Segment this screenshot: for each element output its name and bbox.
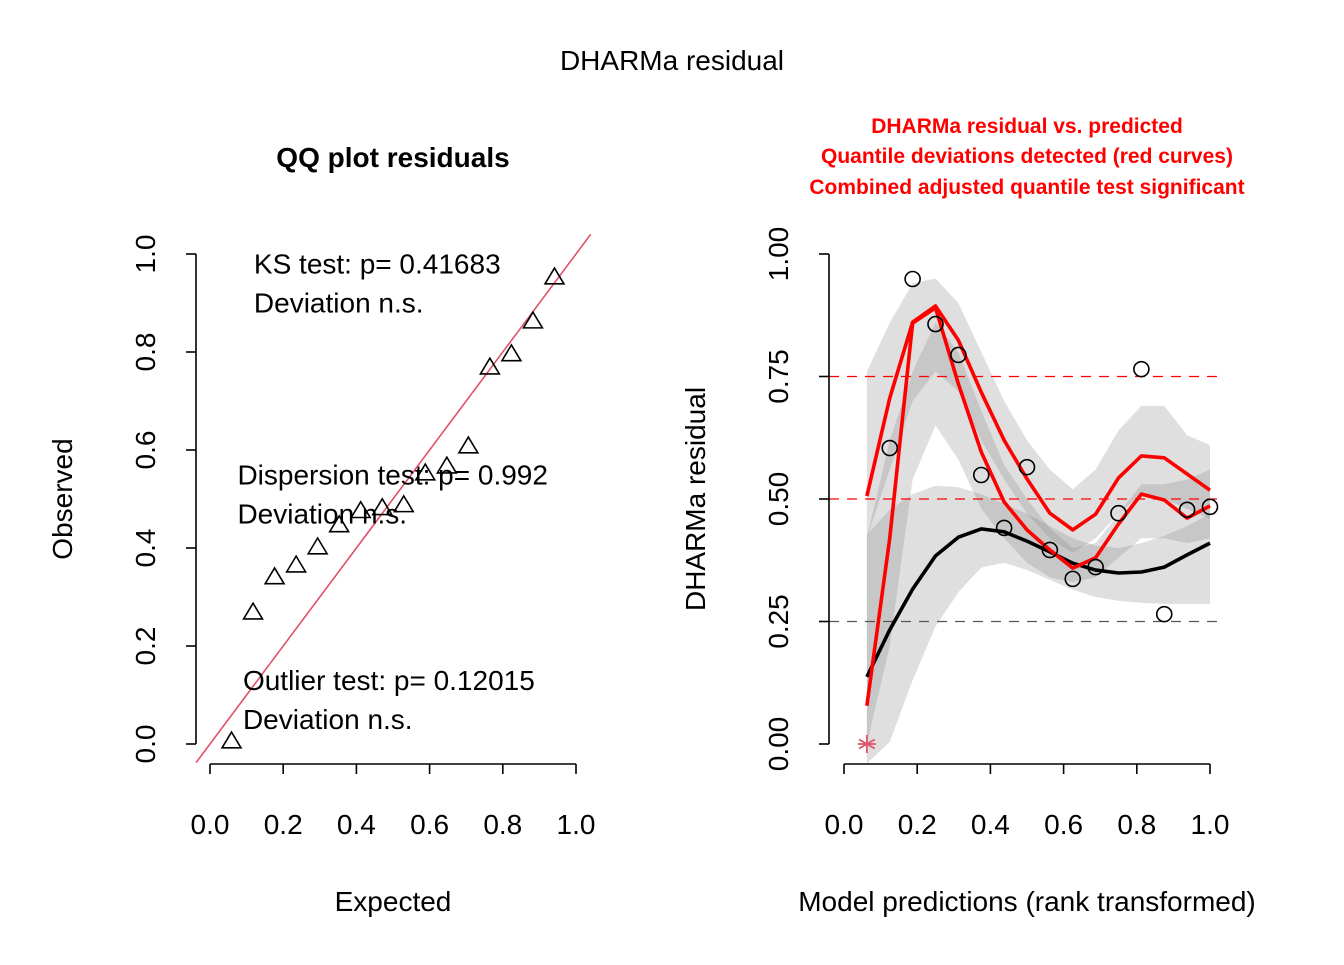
quantile-curve-q0-25 <box>865 527 1211 678</box>
qq-x-tick-label: 0.6 <box>410 809 449 840</box>
qq-annotation-text: Dispersion test: p= 0.992 <box>237 459 548 490</box>
qq-x-tick-label: 1.0 <box>557 809 596 840</box>
quantile-confidence-bands <box>866 278 1210 764</box>
residual-point <box>1155 605 1173 623</box>
outlier-asterisk-marker <box>857 735 876 753</box>
qq-point-triangle <box>349 500 372 519</box>
qq-annotation-text: Deviation n.s. <box>237 498 407 529</box>
qq-x-tick-label: 0.8 <box>483 809 522 840</box>
qq-y-tick-label: 0.8 <box>130 333 161 372</box>
qq-annotations: KS test: p= 0.41683 Deviation n.s. Dispers… <box>237 249 548 735</box>
residual-point <box>1110 504 1127 522</box>
rvp-title-line-2: Quantile deviations detected (red curves… <box>821 145 1233 168</box>
qq-x-tick-label: 0.2 <box>264 809 303 840</box>
qq-point-triangle <box>457 435 480 454</box>
quantile-curves <box>865 304 1212 707</box>
residual-point <box>1178 501 1196 519</box>
residual-points <box>857 270 1219 753</box>
qq-y-tick-label: 0.0 <box>130 725 161 764</box>
residual-point <box>1064 570 1082 588</box>
residual-point <box>927 315 944 333</box>
qq-x-tick-label: 0.4 <box>337 809 376 840</box>
residual-point <box>1201 498 1219 516</box>
rvp-x-tick-label: 0.6 <box>1044 809 1083 840</box>
residual-point <box>1133 360 1150 378</box>
qq-y-tick-label: 0.2 <box>130 627 161 666</box>
qq-y-axis-label: Observed <box>47 438 78 559</box>
confidence-band-q0-5 <box>866 322 1210 744</box>
rvp-x-tick-label: 0.4 <box>971 809 1010 840</box>
qq-plot-panel: QQ plot residuals Expected Observed KS t… <box>47 142 595 917</box>
rvp-x-tick-label: 0.8 <box>1117 809 1156 840</box>
rvp-y-tick-label: 0.50 <box>763 472 794 527</box>
residual-point <box>950 346 967 364</box>
rvp-y-tick-label: 0.75 <box>763 349 794 404</box>
qq-y-tick-label: 0.6 <box>130 431 161 470</box>
qq-annotation-text: Outlier test: p= 0.12015 <box>243 665 535 696</box>
quantile-curve-q0-75 <box>865 304 1212 532</box>
rvp-x-tick-label: 0.0 <box>825 809 864 840</box>
qq-annotation-text: Deviation n.s. <box>243 704 413 735</box>
qq-x-axis: 0.0 0.2 0.4 0.6 0.8 1.0 <box>191 763 596 840</box>
confidence-band-q0-75 <box>866 278 1210 553</box>
rvp-title-line-3: Combined adjusted quantile test signific… <box>809 176 1244 199</box>
qq-plot-area: KS test: p= 0.41683 Deviation n.s. Dispers… <box>195 233 592 764</box>
rvp-x-axis-label: Model predictions (rank transformed) <box>798 886 1256 917</box>
qq-reference-line <box>195 233 592 764</box>
qq-y-tick-label: 0.4 <box>130 529 161 568</box>
qq-point-triangle <box>414 462 437 481</box>
qq-point-triangle <box>242 601 264 620</box>
residual-vs-predicted-panel: DHARMa residual vs. predicted Quantile d… <box>680 115 1256 917</box>
rvp-y-axis: 0.00 0.25 0.50 0.75 1.00 <box>763 227 830 772</box>
qq-x-tick-label: 0.0 <box>191 809 230 840</box>
residual-point <box>904 270 921 288</box>
residual-point <box>1018 458 1036 476</box>
qq-point-triangle <box>263 566 286 585</box>
residual-point <box>1041 541 1059 559</box>
qq-points <box>220 266 566 749</box>
residual-point <box>972 466 990 484</box>
qq-point-triangle <box>306 536 329 555</box>
residual-point <box>995 519 1013 537</box>
rvp-x-tick-label: 1.0 <box>1191 809 1230 840</box>
qq-y-tick-label: 1.0 <box>130 235 161 274</box>
qq-x-axis-label: Expected <box>335 886 452 917</box>
rvp-plot-area <box>829 270 1224 764</box>
qq-point-triangle <box>328 514 351 533</box>
rvp-title-line-1: DHARMa residual vs. predicted <box>871 115 1183 138</box>
residual-point <box>881 439 899 457</box>
qq-point-triangle <box>500 343 523 362</box>
qq-point-triangle <box>285 554 307 573</box>
qq-point-triangle <box>220 730 243 749</box>
qq-annotation-text: KS test: p= 0.41683 <box>254 249 501 280</box>
qq-point-triangle <box>543 266 566 285</box>
rvp-y-axis-label: DHARMa residual <box>680 387 711 611</box>
figure-title: DHARMa residual <box>560 45 784 76</box>
qq-point-triangle <box>392 494 415 513</box>
rvp-y-tick-label: 0.00 <box>763 717 794 772</box>
qq-point-triangle <box>522 310 544 329</box>
qq-y-axis: 0.0 0.2 0.4 0.6 0.8 1.0 <box>130 235 197 764</box>
qq-point-triangle <box>371 497 394 516</box>
rvp-y-tick-label: 1.00 <box>763 227 794 282</box>
residual-point <box>1087 558 1104 576</box>
qq-point-triangle <box>435 455 458 474</box>
qq-point-triangle <box>479 356 501 375</box>
qq-plot-title: QQ plot residuals <box>276 142 509 173</box>
rvp-x-tick-label: 0.2 <box>898 809 937 840</box>
confidence-band-q0-25 <box>866 485 1210 764</box>
rvp-x-axis: 0.0 0.2 0.4 0.6 0.8 1.0 <box>825 763 1230 840</box>
qq-annotation-text: Deviation n.s. <box>254 288 424 319</box>
rvp-y-tick-label: 0.25 <box>763 594 794 649</box>
